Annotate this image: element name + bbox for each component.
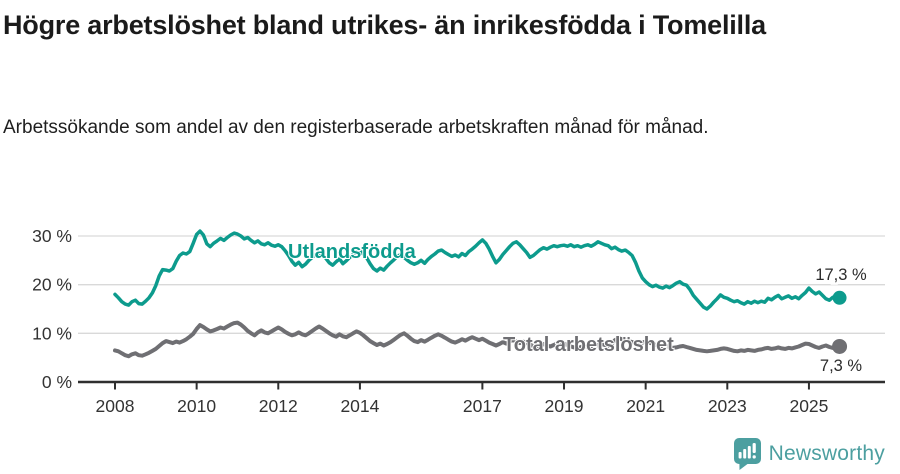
line-utlandsfodda — [113, 229, 842, 311]
x-tick-label: 2014 — [340, 396, 379, 416]
series-label-utlandsfodda: Utlandsfödda — [288, 241, 417, 263]
x-tick-label: 2021 — [626, 396, 665, 416]
line-chart: 0 % 10 % 20 % 30 % 2008 2010 2012 2014 2017 2019 2… — [32, 226, 885, 416]
newsworthy-logo[interactable]: Newsworthy — [733, 438, 885, 470]
chart-subtitle: Arbetssökande som andel av den registerb… — [3, 117, 709, 138]
x-tick-label: 2008 — [96, 396, 135, 416]
axis-ticks: 0 % 10 % 20 % 30 % 2008 2010 2012 2014 2017 2019 2… — [32, 226, 828, 416]
line-total-arbetsloshet — [113, 320, 842, 359]
x-tick-label: 2010 — [177, 396, 216, 416]
x-tick-label: 2025 — [789, 396, 828, 416]
x-tick-label: 2023 — [708, 396, 747, 416]
data-series — [113, 229, 848, 359]
x-tick-label: 2019 — [545, 396, 584, 416]
end-dot-utlandsfodda — [832, 290, 847, 305]
y-tick-label: 10 % — [32, 323, 72, 343]
y-tick-label: 0 % — [42, 372, 72, 392]
end-value-total: 7,3 % — [820, 357, 863, 375]
x-tick-label: 2017 — [463, 396, 502, 416]
chart-labels: Utlandsfödda Total arbetslöshet 17,3 % 7… — [287, 240, 870, 378]
x-tick-label: 2012 — [259, 396, 298, 416]
series-label-total: Total arbetslöshet — [503, 334, 674, 356]
y-tick-label: 30 % — [32, 226, 72, 246]
y-tick-label: 20 % — [32, 275, 72, 295]
gridlines — [78, 235, 885, 334]
end-value-utlandsfodda: 17,3 % — [815, 266, 867, 284]
newsworthy-wordmark: Newsworthy — [768, 442, 885, 465]
page-title: Högre arbetslöshet bland utrikes- än inr… — [3, 10, 766, 40]
newsworthy-bubble-chart-icon — [733, 438, 761, 470]
end-dot-total — [832, 338, 848, 354]
